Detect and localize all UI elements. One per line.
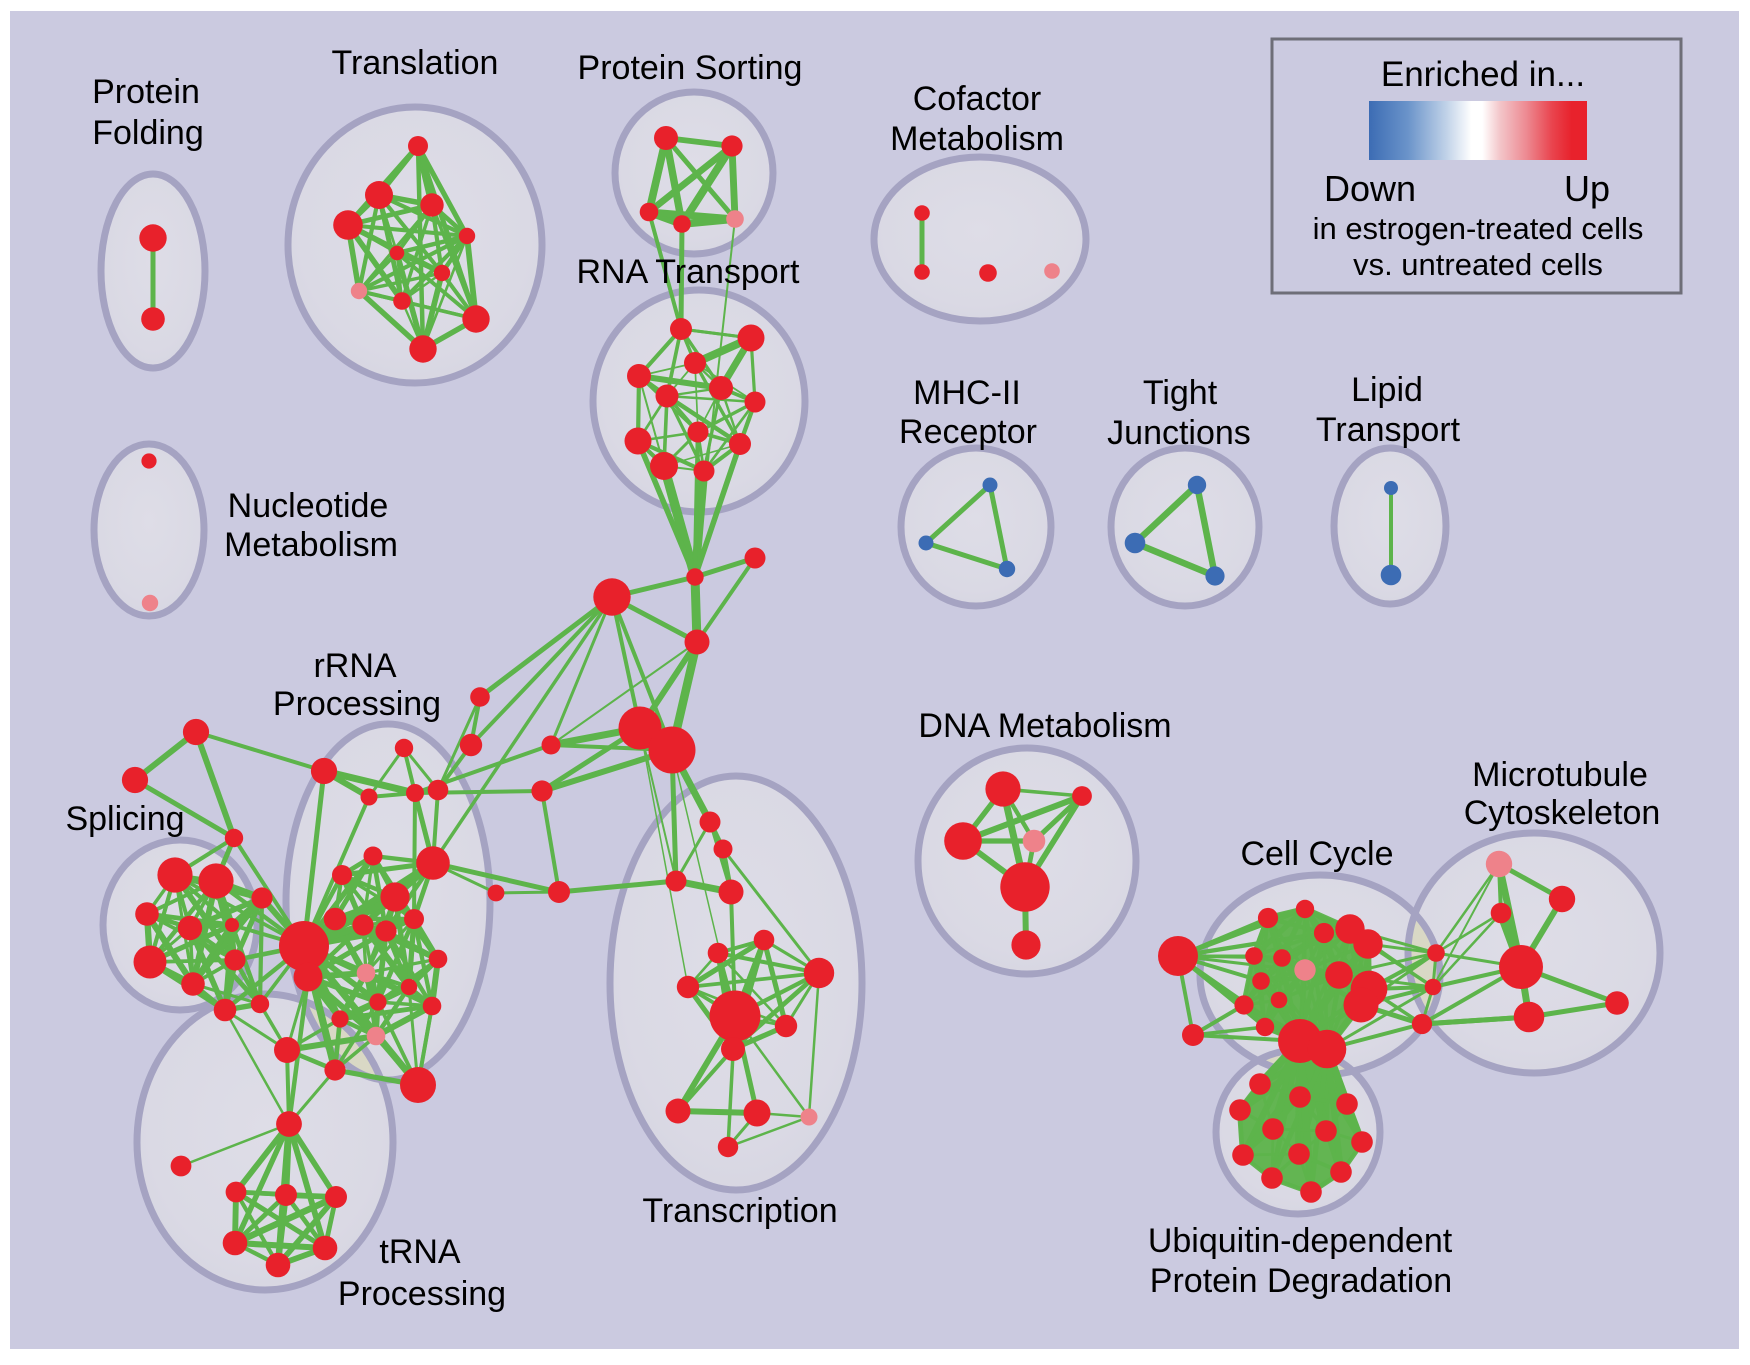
svg-text:vs. untreated cells: vs. untreated cells	[1353, 247, 1603, 282]
svg-text:Enriched in...: Enriched in...	[1381, 55, 1585, 94]
svg-text:Microtubule: Microtubule	[1472, 756, 1648, 794]
svg-text:Down: Down	[1324, 168, 1416, 209]
svg-text:MHC-II: MHC-II	[913, 374, 1021, 412]
svg-text:Protein Sorting: Protein Sorting	[578, 49, 803, 87]
svg-text:rRNA: rRNA	[313, 647, 396, 685]
svg-text:Cell Cycle: Cell Cycle	[1240, 835, 1393, 873]
svg-text:Lipid: Lipid	[1351, 371, 1423, 409]
svg-text:Junctions: Junctions	[1107, 414, 1251, 452]
svg-text:Translation: Translation	[332, 44, 499, 82]
svg-text:Tight: Tight	[1143, 374, 1218, 412]
svg-text:RNA Transport: RNA Transport	[577, 253, 801, 291]
svg-text:tRNA: tRNA	[379, 1233, 461, 1271]
svg-text:Metabolism: Metabolism	[890, 120, 1064, 158]
svg-text:Transcription: Transcription	[642, 1192, 837, 1230]
svg-text:Ubiquitin-dependent: Ubiquitin-dependent	[1148, 1222, 1453, 1260]
svg-text:Protein Degradation: Protein Degradation	[1150, 1262, 1452, 1300]
svg-text:Metabolism: Metabolism	[224, 526, 398, 564]
svg-text:Transport: Transport	[1316, 411, 1461, 449]
svg-text:Processing: Processing	[273, 685, 441, 723]
svg-text:in estrogen-treated cells: in estrogen-treated cells	[1313, 211, 1644, 246]
svg-text:Cofactor: Cofactor	[913, 80, 1042, 118]
svg-text:Protein: Protein	[92, 73, 200, 111]
svg-text:Folding: Folding	[92, 114, 204, 152]
svg-text:DNA Metabolism: DNA Metabolism	[918, 707, 1171, 745]
svg-text:Nucleotide: Nucleotide	[228, 487, 389, 525]
svg-text:Cytoskeleton: Cytoskeleton	[1464, 794, 1661, 832]
svg-text:Splicing: Splicing	[65, 800, 184, 838]
svg-text:Up: Up	[1564, 168, 1610, 209]
svg-text:Receptor: Receptor	[899, 413, 1037, 451]
svg-text:Processing: Processing	[338, 1275, 506, 1313]
